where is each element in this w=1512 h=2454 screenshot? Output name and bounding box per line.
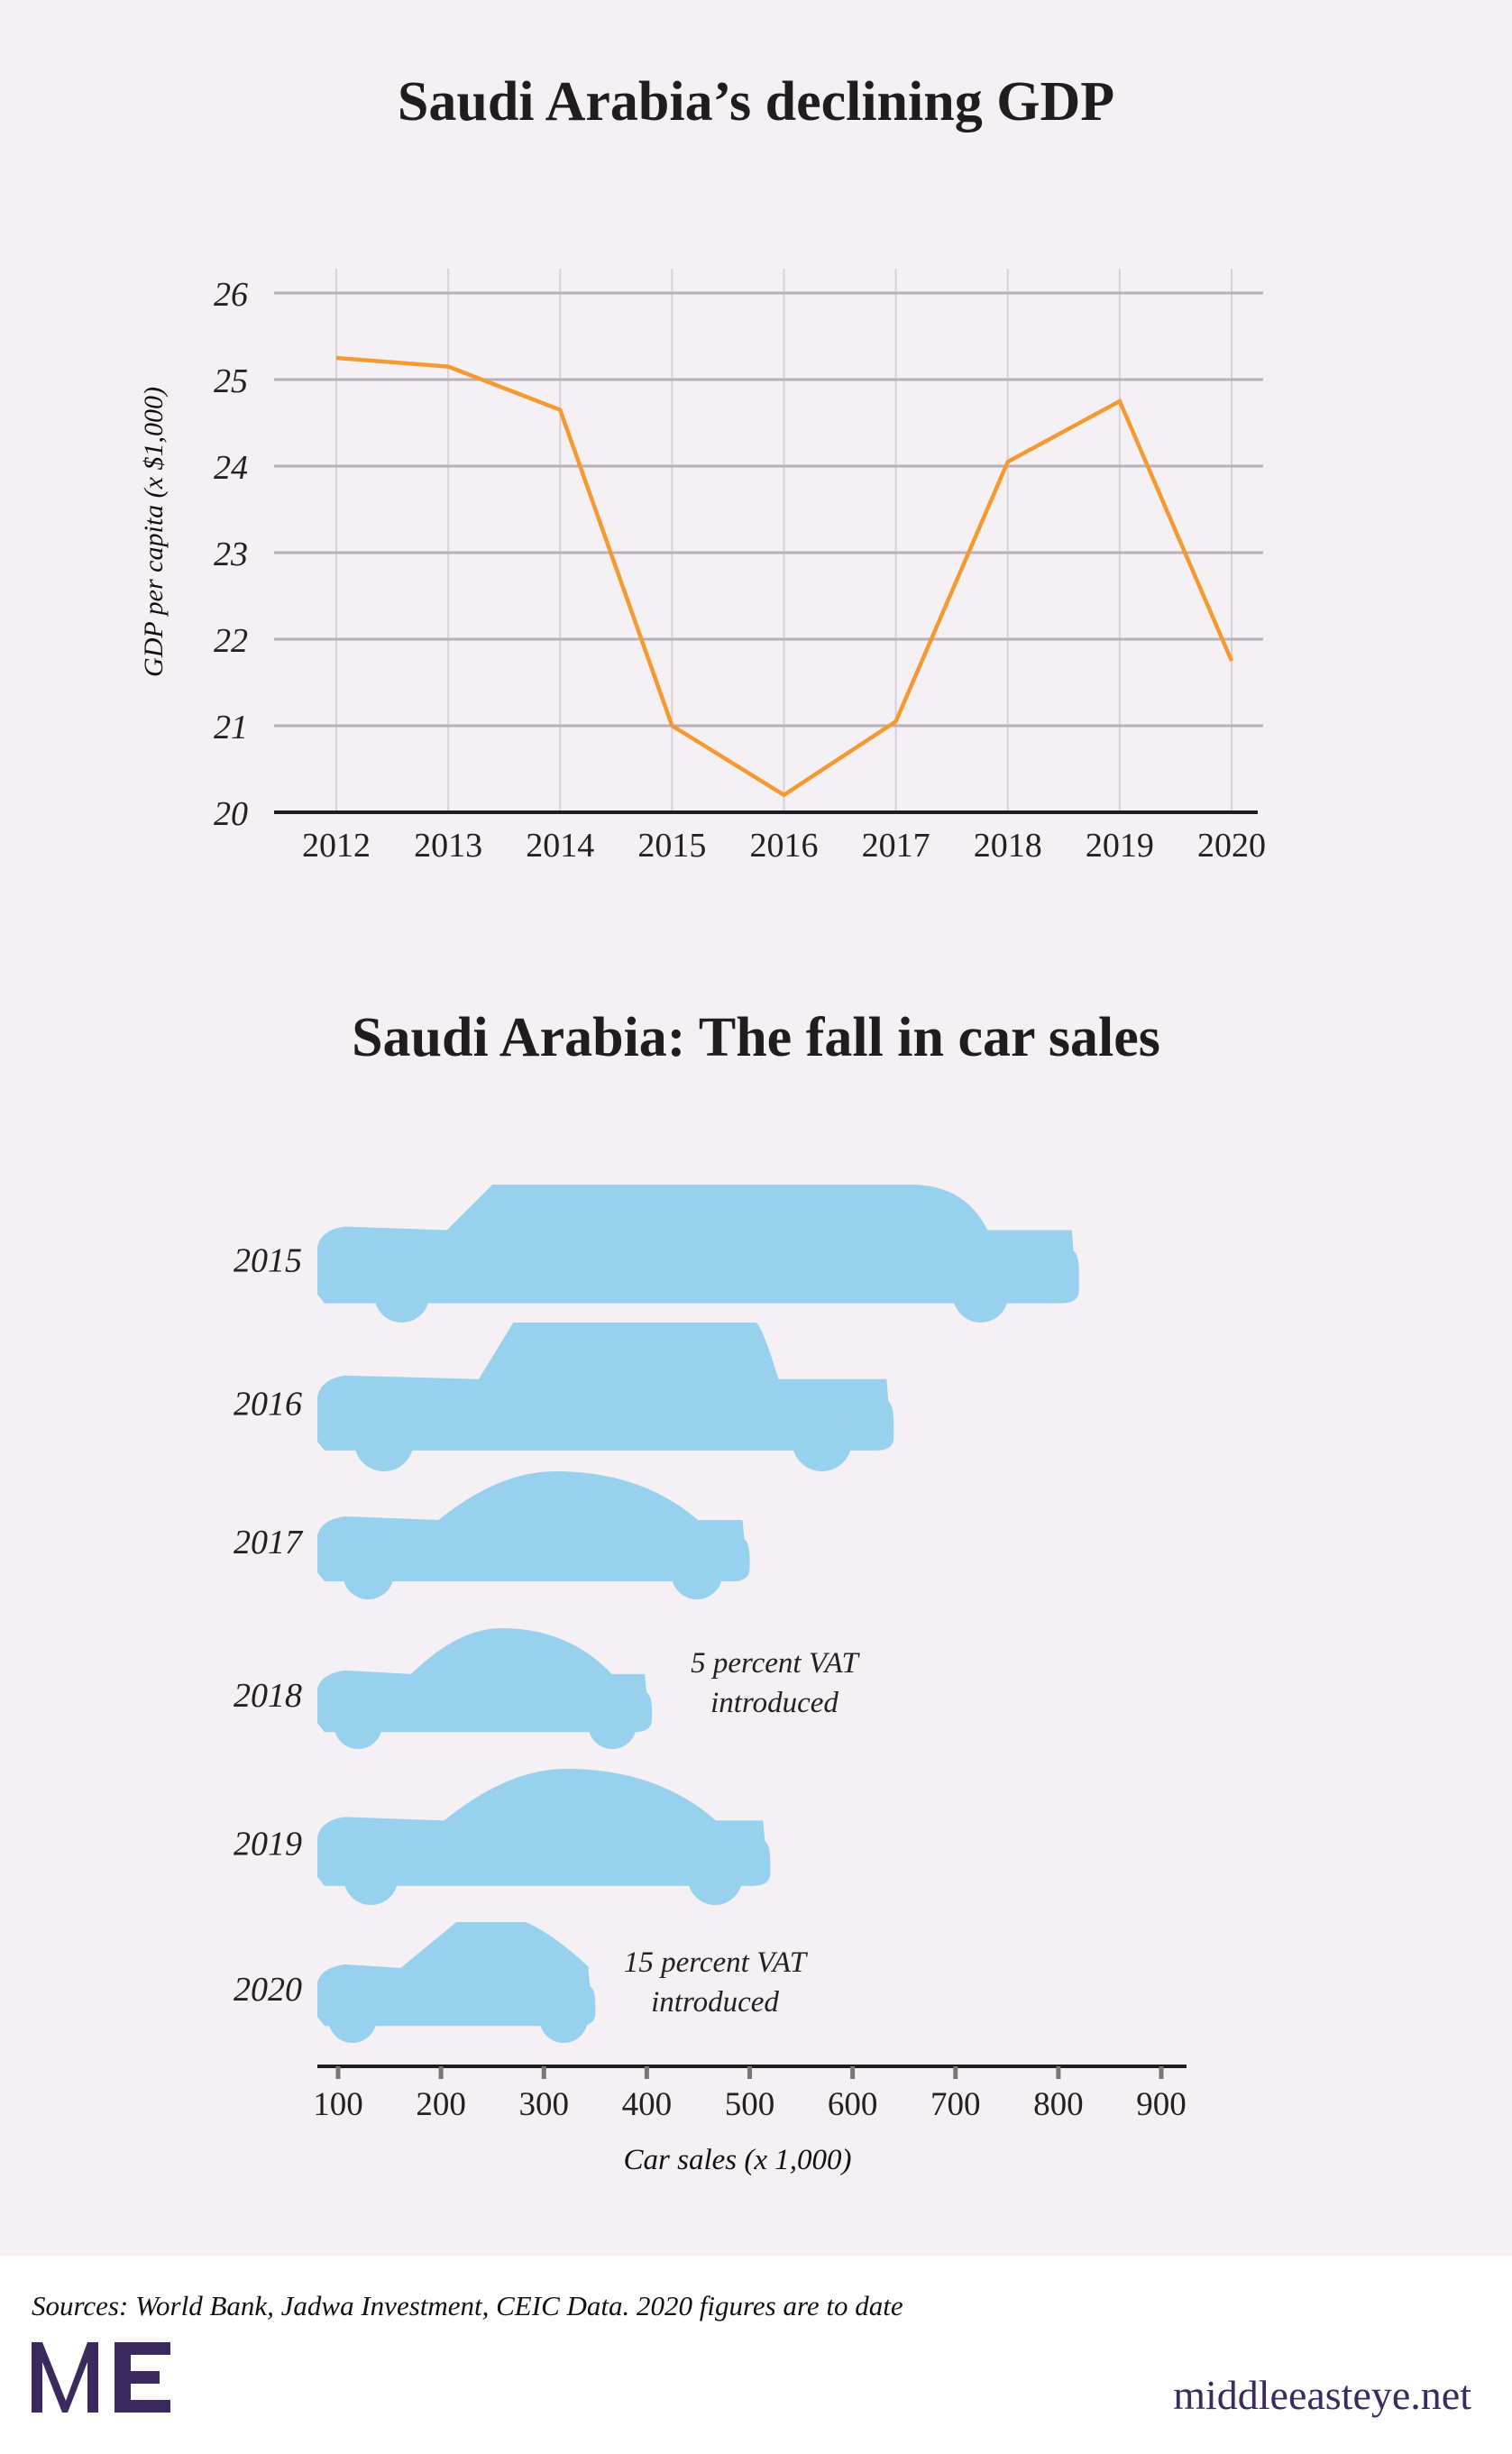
- car-wheel: [374, 1267, 430, 1323]
- category-label: 2017: [234, 1524, 304, 1561]
- car-wheel: [539, 1994, 588, 2043]
- y-tick-label: 25: [214, 362, 248, 400]
- x-tick-label: 100: [313, 2086, 363, 2123]
- x-axis-label: Car sales (x 1,000): [624, 2144, 852, 2176]
- site-url[interactable]: middleeasteye.net: [1173, 2372, 1471, 2418]
- car-body: [317, 1323, 894, 1451]
- vat-annotation: 5 percent VAT: [691, 1647, 860, 1680]
- car-body: [317, 1185, 1079, 1304]
- car-body: [317, 1922, 596, 2027]
- x-tick-label: 800: [1033, 2086, 1084, 2123]
- x-tick-label: 600: [828, 2086, 878, 2123]
- car-wheel: [344, 1850, 399, 1905]
- car-chart-title: Saudi Arabia: The fall in car sales: [352, 1007, 1160, 1068]
- x-tick-label: 2019: [1086, 827, 1154, 865]
- car-bar-2019: [317, 1769, 771, 1905]
- car-wheel: [328, 1994, 377, 2043]
- x-tick-label: 2020: [1197, 827, 1266, 865]
- car-wheel: [792, 1412, 852, 1471]
- x-tick-label: 2012: [302, 827, 371, 865]
- mee-logo: [32, 2342, 170, 2413]
- car-wheel: [687, 1850, 743, 1905]
- x-tick-label: 700: [930, 2086, 981, 2123]
- x-tick-label: 900: [1136, 2086, 1187, 2123]
- y-axis-label: GDP per capita (x $1,000): [139, 387, 169, 677]
- vat-annotation: 15 percent VAT: [624, 1946, 809, 1979]
- category-label: 2020: [234, 1971, 302, 2009]
- car-body: [317, 1628, 653, 1733]
- category-label: 2015: [234, 1242, 302, 1280]
- y-tick-label: 26: [214, 276, 248, 314]
- x-tick-label: 400: [622, 2086, 673, 2123]
- category-label: 2018: [234, 1677, 302, 1715]
- y-tick-label: 20: [214, 795, 248, 833]
- car-bar-2020: [317, 1922, 596, 2043]
- car-bar-2015: [317, 1185, 1079, 1323]
- x-tick-label: 2014: [526, 827, 594, 865]
- y-tick-label: 21: [214, 709, 248, 746]
- x-tick-label: 200: [416, 2086, 466, 2123]
- y-tick-label: 23: [214, 536, 248, 573]
- car-wheel: [353, 1412, 414, 1471]
- y-tick-label: 24: [214, 449, 248, 487]
- car-wheel: [343, 1548, 394, 1599]
- car-wheel: [953, 1267, 1009, 1323]
- x-tick-label: 2016: [750, 827, 819, 865]
- x-tick-label: 500: [725, 2086, 775, 2123]
- x-tick-label: 300: [519, 2086, 570, 2123]
- x-tick-label: 2013: [414, 827, 482, 865]
- vat-annotation: introduced: [651, 1986, 779, 2019]
- car-wheel: [671, 1548, 723, 1599]
- charts-svg: 20 21 22 23 24 25 26 2012 2013 2014 2015 2016 2017 20…: [139, 269, 1266, 2176]
- vat-annotation: introduced: [710, 1687, 838, 1719]
- x-tick-label: 2018: [974, 827, 1042, 865]
- x-tick-label: 2015: [637, 827, 706, 865]
- car-body: [317, 1471, 750, 1582]
- category-label: 2019: [234, 1826, 302, 1863]
- car-wheel: [588, 1700, 637, 1749]
- car-bar-2017: [317, 1471, 750, 1599]
- category-label: 2016: [234, 1386, 302, 1424]
- car-wheel: [334, 1700, 382, 1749]
- y-tick-label: 22: [214, 622, 248, 660]
- x-tick-label: 2017: [862, 827, 930, 865]
- car-bar-2018: [317, 1628, 653, 1749]
- gdp-chart-title: Saudi Arabia’s declining GDP: [397, 71, 1115, 133]
- car-body: [317, 1769, 771, 1886]
- sources-note: Sources: World Bank, Jadwa Investment, C…: [32, 2290, 903, 2321]
- car-bar-2016: [317, 1323, 894, 1471]
